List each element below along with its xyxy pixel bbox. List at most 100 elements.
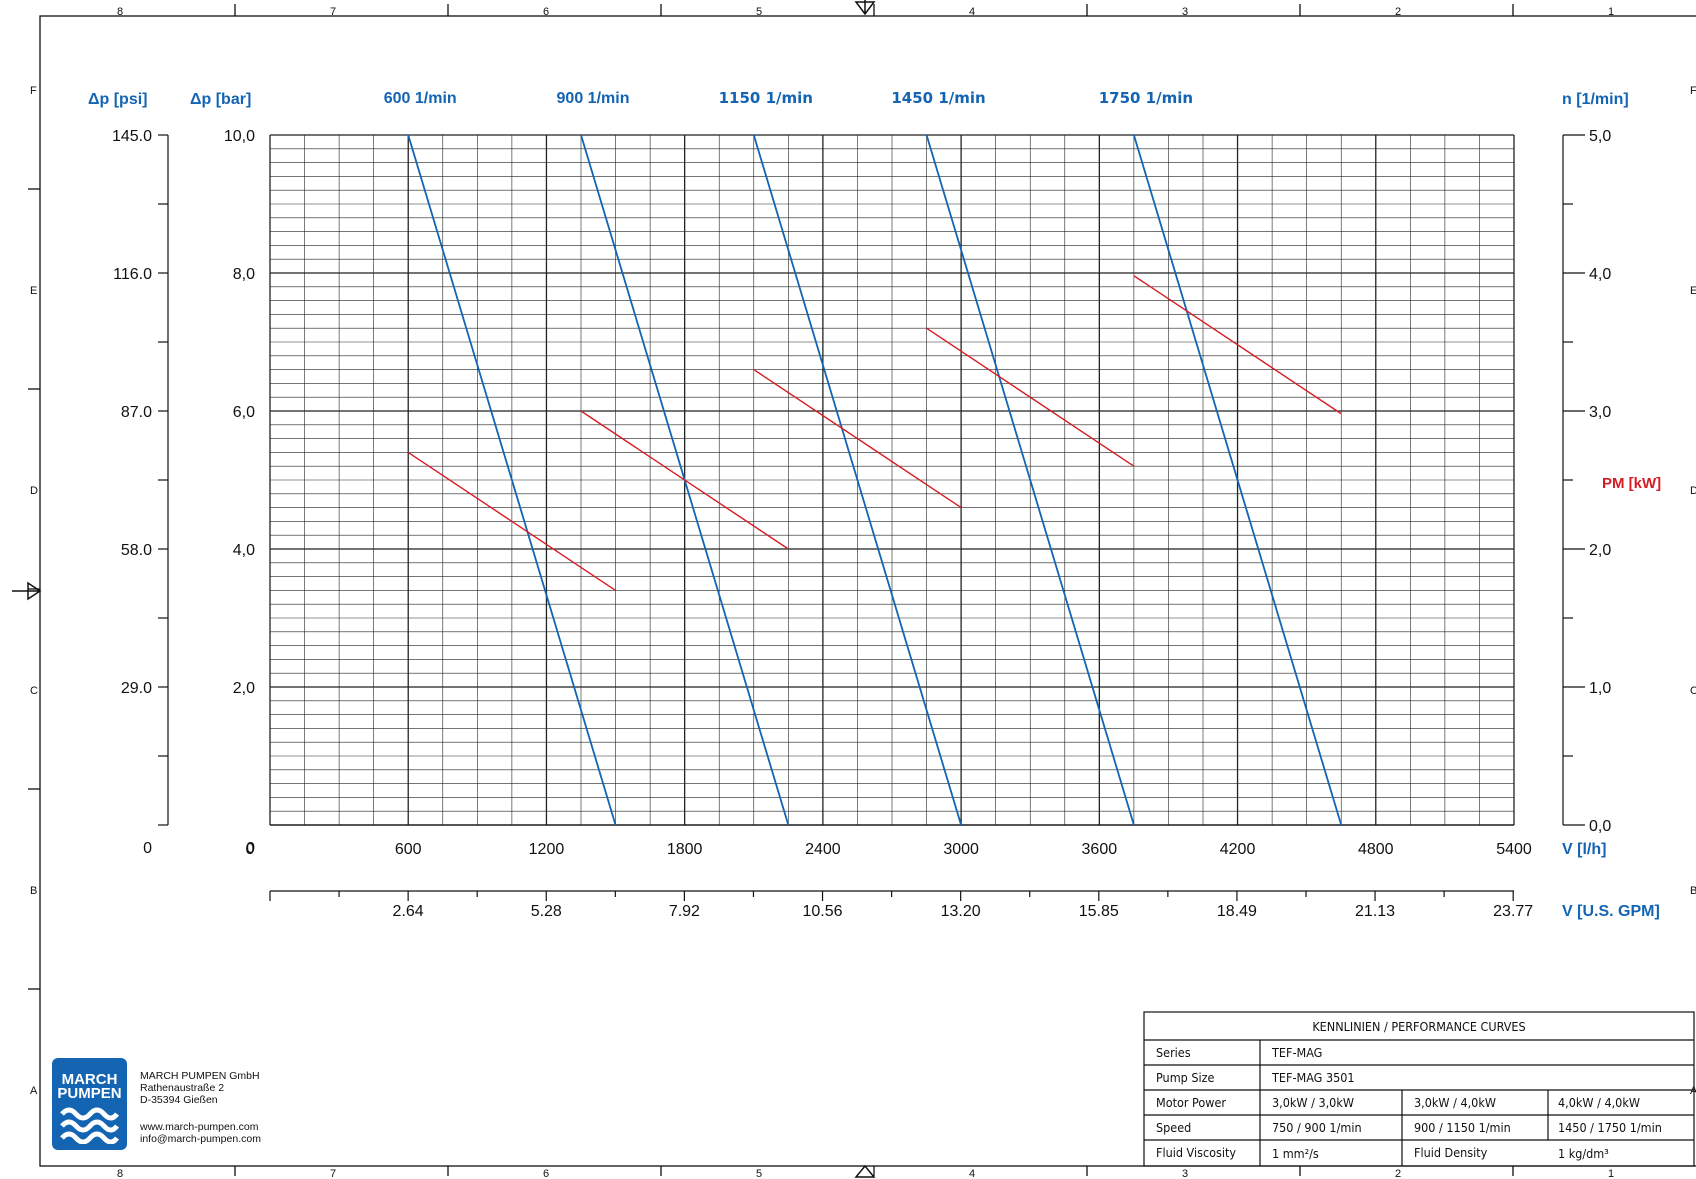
- y-psi-tick-label: 116.0: [113, 266, 152, 283]
- x-tick-label: 2400: [805, 841, 841, 858]
- y-speed-axis-title: n [1/min]: [1562, 91, 1629, 108]
- power-curve: [407, 451, 616, 591]
- x-gpm-tick-label: 15.85: [1079, 903, 1119, 920]
- pump-size-value: TEF-MAG 3501: [1271, 1070, 1355, 1085]
- y-bar-tick-label: 0: [246, 840, 255, 857]
- speed-label: 1750 1/min: [1099, 89, 1193, 107]
- density-value: 1 kg/dm³: [1558, 1146, 1609, 1161]
- frame-column-label-top: 5: [756, 6, 762, 18]
- company-email-link[interactable]: info@march-pumpen.com: [140, 1133, 261, 1145]
- frame-column-label-top: 6: [543, 6, 549, 18]
- frame-row-label: A: [30, 1085, 38, 1097]
- viscosity-value: 1 mm²/s: [1272, 1146, 1319, 1161]
- company-name: MARCH PUMPEN GmbH: [140, 1070, 260, 1082]
- y-bar-tick-label: 10,0: [224, 128, 255, 145]
- y-power-axis-title: PM [kW]: [1602, 475, 1661, 492]
- y-power-tick-label: 0,0: [1589, 818, 1611, 835]
- x-gpm-tick-label: 23.77: [1493, 903, 1533, 920]
- power-curve: [1133, 275, 1342, 415]
- drawing-frame: [39, 15, 1696, 1167]
- x-tick-label: 4200: [1220, 841, 1256, 858]
- y-psi-tick-label: 87.0: [121, 404, 152, 421]
- frame-row-label: C: [30, 685, 38, 697]
- frame-row-label: B: [30, 885, 37, 897]
- speed-value-1: 750 / 900 1/min: [1272, 1120, 1362, 1135]
- title-block-heading: KENNLINIEN / PERFORMANCE CURVES: [1312, 1019, 1525, 1034]
- frame-column-label-top: 7: [330, 6, 336, 18]
- frame-column-label-bottom: 7: [330, 1168, 336, 1179]
- chart-tick-labels: 0 600 1200 1800 2400 3000 3600 4200 4800 5400 2.64…: [112, 128, 1611, 920]
- flow-curve: [925, 134, 1135, 826]
- y-power-tick-label: 1,0: [1589, 680, 1611, 697]
- flow-curve: [407, 134, 617, 826]
- frame-column-label-top: 8: [117, 6, 123, 18]
- chart-grid-minor: [270, 135, 1514, 825]
- pump-size-label: Pump Size: [1156, 1070, 1215, 1085]
- company-city: D-35394 Gießen: [140, 1094, 218, 1106]
- speed-labels: 600 1/min 900 1/min 1150 1/min 1450 1/min 17…: [384, 89, 1193, 107]
- series-label: Series: [1156, 1045, 1191, 1060]
- frame-column-label-bottom: 3: [1182, 1168, 1188, 1179]
- x-lph-axis-title: V [l/h]: [1562, 841, 1606, 858]
- logo-text-line2: PUMPEN: [57, 1085, 122, 1102]
- motor-power-value-1: 3,0kW / 3,0kW: [1272, 1095, 1354, 1110]
- frame-column-label-bottom: 5: [756, 1168, 762, 1179]
- power-curve: [926, 327, 1135, 467]
- x-gpm-tick-label: 5.28: [531, 903, 562, 920]
- march-pumpen-logo: MARCH PUMPEN: [52, 1058, 127, 1150]
- power-curve: [753, 369, 962, 509]
- y-bar-tick-label: 8,0: [233, 266, 255, 283]
- speed-value-3: 1450 / 1750 1/min: [1558, 1120, 1662, 1135]
- frame-zone-marks: 8 8 7 7 6 6 5 5 4 4 3 3 2 2 1 1 F F E E D D C C B B A A: [12, 0, 1696, 1179]
- x-gpm-tick-label: 10.56: [803, 903, 843, 920]
- x-tick-label: 5400: [1496, 841, 1532, 858]
- frame-column-label-top: 1: [1608, 6, 1614, 18]
- x-gpm-tick-label: 7.92: [669, 903, 700, 920]
- frame-row-label: D: [30, 485, 38, 497]
- frame-column-label-bottom: 6: [543, 1168, 549, 1179]
- y-psi-tick-label: 29.0: [121, 680, 152, 697]
- frame-row-label-right: A: [1690, 1085, 1696, 1097]
- power-curves: [407, 275, 1342, 591]
- y-psi-tick-label: 58.0: [121, 542, 152, 559]
- frame-column-label-bottom: 1: [1608, 1168, 1614, 1179]
- x-gpm-tick-label: 13.20: [941, 903, 981, 920]
- frame-row-label-right: F: [1690, 85, 1696, 97]
- x-tick-label: 0: [246, 841, 255, 858]
- frame-column-label-bottom: 4: [969, 1168, 975, 1179]
- center-arrow-top-icon: [854, 0, 876, 16]
- x-gpm-axis-title: V [U.S. GPM]: [1562, 903, 1660, 920]
- center-arrow-left-icon: [12, 581, 42, 601]
- flow-curve: [752, 134, 962, 826]
- company-website-link[interactable]: www.march-pumpen.com: [140, 1121, 259, 1133]
- x-tick-label: 600: [395, 841, 422, 858]
- frame-column-label-bottom: 8: [117, 1168, 123, 1179]
- y-power-tick-label: 3,0: [1589, 404, 1611, 421]
- frame-row-label-right: E: [1690, 285, 1696, 297]
- speed-label: 600 1/min: [384, 90, 457, 107]
- motor-power-value-2: 3,0kW / 4,0kW: [1414, 1095, 1496, 1110]
- speed-value-2: 900 / 1150 1/min: [1414, 1120, 1511, 1135]
- x-gpm-tick-label: 2.64: [393, 903, 424, 920]
- x-gpm-tick-label: 21.13: [1355, 903, 1395, 920]
- y-psi-axis-title: Δp [psi]: [88, 91, 148, 108]
- waves-icon: [60, 1107, 119, 1144]
- y-power-tick-label: 2,0: [1589, 542, 1611, 559]
- viscosity-label: Fluid Viscosity: [1156, 1145, 1236, 1160]
- x-tick-label: 1800: [667, 841, 703, 858]
- frame-column-label-top: 4: [969, 6, 975, 18]
- x-tick-label: 4800: [1358, 841, 1394, 858]
- y-power-tick-label: 5,0: [1589, 128, 1611, 145]
- frame-column-label-top: 2: [1395, 6, 1401, 18]
- speed-label: Speed: [1156, 1120, 1191, 1135]
- x-tick-label: 3600: [1082, 841, 1118, 858]
- chart-grid-major: [269, 134, 1515, 826]
- frame-row-label-right: D: [1690, 485, 1696, 497]
- series-value: TEF-MAG: [1271, 1045, 1322, 1060]
- speed-label: 900 1/min: [557, 90, 630, 107]
- frame-row-label: E: [30, 285, 37, 297]
- frame-row-label: F: [30, 85, 37, 97]
- y-bar-tick-label: 4,0: [233, 542, 255, 559]
- motor-power-value-3: 4,0kW / 4,0kW: [1558, 1095, 1640, 1110]
